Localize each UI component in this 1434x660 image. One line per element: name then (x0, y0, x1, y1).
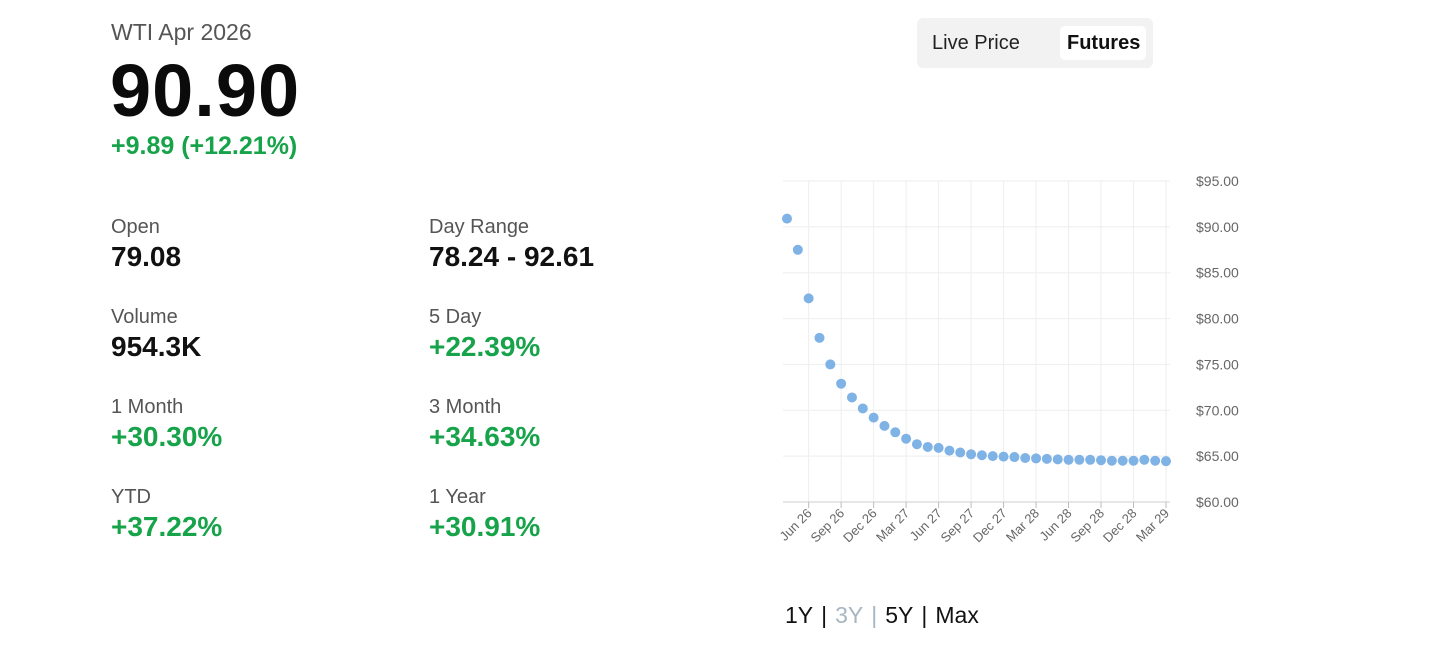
range-1y-button[interactable]: 1Y (785, 602, 814, 628)
data-point (1009, 452, 1020, 463)
data-point (998, 451, 1009, 462)
price-change: +9.89 (+12.21%) (111, 132, 298, 160)
one-year-label: 1 Year (429, 486, 486, 508)
data-point (1128, 455, 1139, 466)
ytd-label: YTD (111, 486, 151, 508)
data-point (857, 403, 868, 414)
instrument-title: WTI Apr 2026 (111, 19, 252, 45)
data-point (1139, 454, 1150, 465)
data-point (814, 332, 825, 343)
range-max-button[interactable]: Max (935, 602, 979, 628)
futures-curve-chart: $95.00 $90.00 $85.00 $80.00 $75.00 $70.00 $65.… (777, 173, 1239, 546)
x-tick-label: Dec 27 (970, 506, 1010, 546)
data-point (1096, 455, 1107, 466)
data-point (911, 439, 922, 450)
x-tick-label: Sep 27 (937, 506, 977, 546)
one-month-value: +30.30% (111, 421, 223, 452)
data-point (836, 378, 847, 389)
y-tick-label: $60.00 (1196, 494, 1239, 510)
data-point (1161, 456, 1171, 467)
x-tick-label: Mar 28 (1003, 506, 1042, 545)
data-point (782, 213, 792, 224)
y-tick-label: $70.00 (1196, 402, 1239, 418)
x-tick-label: Mar 29 (1133, 506, 1172, 545)
x-tick-label: Jun 27 (907, 506, 945, 544)
data-point (890, 427, 901, 438)
data-point (901, 433, 912, 444)
data-point (1063, 454, 1074, 465)
y-tick-label: $85.00 (1196, 265, 1239, 281)
range-3y-button[interactable]: 3Y (835, 602, 864, 628)
y-tick-label: $80.00 (1196, 311, 1239, 327)
five-day-value: +22.39% (429, 331, 541, 362)
data-point (987, 451, 998, 462)
price-mode-toggle: Live Price Futures (917, 18, 1153, 68)
data-point (955, 447, 966, 458)
y-tick-label: $90.00 (1196, 219, 1239, 235)
futures-tab[interactable]: Futures (1060, 26, 1146, 60)
one-month-label: 1 Month (111, 396, 184, 418)
open-label: Open (111, 216, 160, 238)
data-point (803, 293, 814, 304)
x-tick-label: Jun 26 (777, 506, 815, 544)
volume-label: Volume (111, 306, 178, 328)
ytd-value: +37.22% (111, 511, 223, 542)
data-point (1020, 452, 1031, 463)
data-point (1085, 454, 1096, 465)
data-point (1052, 454, 1063, 465)
data-point (879, 420, 890, 431)
data-point (1106, 455, 1117, 466)
one-year-value: +30.91% (429, 511, 541, 542)
three-month-value: +34.63% (429, 421, 541, 452)
data-point (846, 392, 857, 403)
current-price: 90.90 (110, 49, 301, 132)
data-point (933, 442, 944, 453)
data-point (966, 449, 977, 460)
x-tick-label: Dec 26 (840, 506, 880, 546)
three-month-label: 3 Month (429, 396, 502, 418)
data-point (944, 445, 955, 456)
data-point (1041, 453, 1052, 464)
data-point (1074, 454, 1085, 465)
day-range-label: Day Range (429, 216, 530, 238)
volume-value: 954.3K (111, 331, 202, 362)
data-point (922, 441, 933, 452)
data-point (1150, 455, 1161, 466)
range-separator: | (871, 602, 878, 628)
data-point (976, 450, 987, 461)
five-day-label: 5 Day (429, 306, 482, 328)
y-tick-label: $75.00 (1196, 356, 1239, 372)
range-separator: | (921, 602, 928, 628)
range-5y-button[interactable]: 5Y (885, 602, 914, 628)
data-point (868, 412, 879, 423)
data-point (1031, 453, 1042, 464)
y-tick-label: $65.00 (1196, 448, 1239, 464)
x-tick-label: Mar 27 (873, 506, 912, 545)
live-price-tab[interactable]: Live Price (932, 32, 1020, 54)
x-tick-label: Dec 28 (1100, 506, 1140, 546)
y-tick-label: $95.00 (1196, 173, 1239, 189)
data-point (1117, 455, 1128, 466)
range-selector: 1Y | 3Y | 5Y | Max (785, 602, 979, 629)
data-point (792, 244, 803, 255)
data-point (825, 359, 836, 370)
x-tick-label: Sep 26 (808, 506, 848, 546)
x-tick-label: Sep 28 (1067, 506, 1107, 546)
open-value: 79.08 (111, 241, 182, 272)
day-range-value: 78.24 - 92.61 (429, 241, 595, 272)
range-separator: | (821, 602, 828, 628)
x-tick-label: Jun 28 (1036, 506, 1074, 544)
